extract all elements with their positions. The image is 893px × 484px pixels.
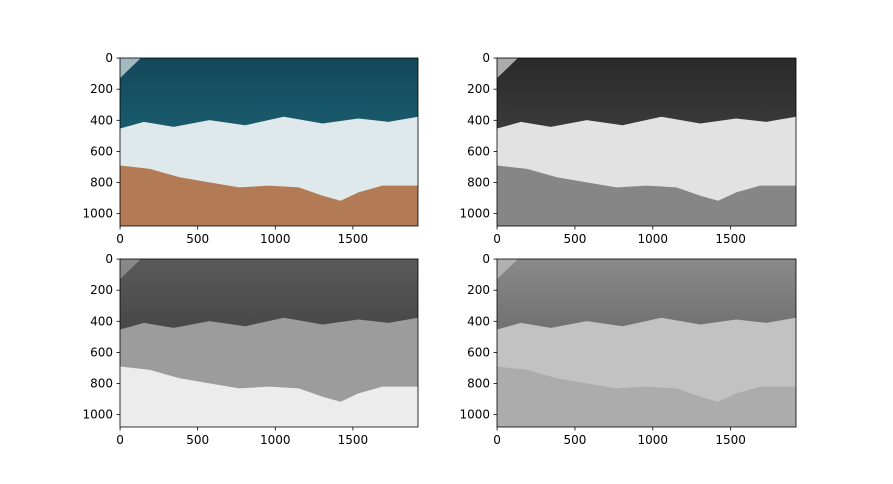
x-tick-label: 0 [493,232,501,246]
x-tick-label: 500 [563,433,586,447]
y-tick-label: 800 [467,176,490,190]
y-tick-label: 800 [90,176,113,190]
y-tick-label: 200 [467,283,490,297]
subplot: 0 500 1000 1500 0 200 400 600 800 1000 [459,51,797,246]
x-tick-label: 1500 [338,232,369,246]
y-tick-label: 400 [90,113,113,127]
y-tick-label: 0 [482,51,490,65]
image [497,259,796,427]
x-tick-label: 1500 [338,433,369,447]
axes-frame [496,258,797,428]
subplot: 0 500 1000 1500 0 200 400 600 800 1000 [82,51,419,246]
x-tick-label: 1500 [715,232,746,246]
y-tick-label: 800 [467,377,490,391]
y-tick-label: 600 [90,345,113,359]
y-tick-label: 0 [482,252,490,266]
y-tick-label: 600 [467,345,490,359]
x-tick-label: 1000 [260,433,291,447]
y-tick-label: 1000 [82,207,113,221]
x-tick-label: 1000 [638,232,669,246]
y-tick-label: 200 [90,283,113,297]
x-tick-label: 500 [186,232,209,246]
y-tick-label: 1000 [459,207,490,221]
y-tick-label: 1000 [82,408,113,422]
image [120,259,418,427]
x-tick-label: 1000 [260,232,291,246]
x-tick-label: 500 [563,232,586,246]
image [120,58,418,226]
x-tick-label: 1000 [638,433,669,447]
subplot: 0 500 1000 1500 0 200 400 600 800 1000 [82,252,419,447]
y-tick-label: 200 [90,82,113,96]
x-tick-label: 0 [116,232,124,246]
axes-frame [496,57,797,227]
y-tick-label: 0 [105,51,113,65]
y-tick-label: 400 [467,314,490,328]
y-tick-label: 600 [90,144,113,158]
image [497,58,796,226]
x-tick-label: 500 [186,433,209,447]
y-tick-label: 600 [467,144,490,158]
y-tick-label: 400 [90,314,113,328]
y-tick-label: 400 [467,113,490,127]
y-tick-label: 0 [105,252,113,266]
y-tick-label: 200 [467,82,490,96]
x-tick-label: 0 [116,433,124,447]
axes-frame [119,258,419,428]
x-tick-label: 0 [493,433,501,447]
x-tick-label: 1500 [715,433,746,447]
subplot: 0 500 1000 1500 0 200 400 600 800 1000 [459,252,797,447]
y-tick-label: 800 [90,377,113,391]
axes-frame [119,57,419,227]
y-tick-label: 1000 [459,408,490,422]
